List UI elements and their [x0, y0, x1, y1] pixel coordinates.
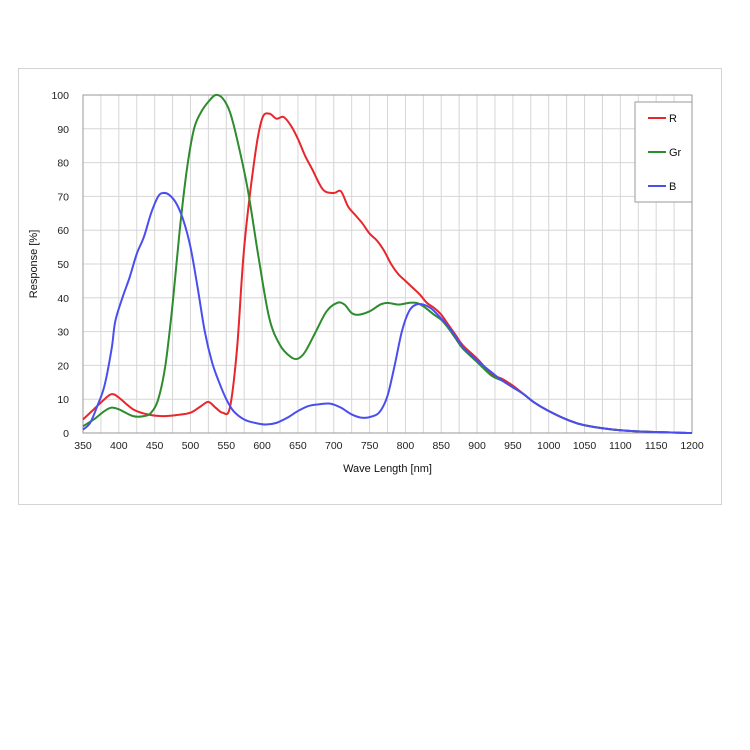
- y-tick-label: 20: [57, 360, 69, 372]
- x-tick-labels: 350 400 450 500 550 600 650 700 750 800 850 900 950 1…: [74, 440, 704, 452]
- x-tick-label: 350: [74, 440, 92, 452]
- x-tick-label: 1100: [609, 440, 632, 452]
- y-tick-label: 0: [63, 428, 69, 440]
- x-tick-label: 800: [397, 440, 415, 452]
- x-tick-label: 950: [504, 440, 522, 452]
- y-tick-label: 100: [51, 90, 69, 102]
- y-tick-label: 30: [57, 327, 69, 339]
- y-axis-label: Response [%]: [28, 230, 40, 298]
- series-lines: [82, 93, 693, 434]
- x-axis-label: Wave Length [nm]: [343, 463, 432, 475]
- x-tick-label: 1000: [537, 440, 561, 452]
- plot-area-border: [82, 94, 693, 434]
- series-line-b: [82, 191, 693, 434]
- x-tick-label: 1050: [573, 440, 597, 452]
- y-tick-label: 80: [57, 158, 69, 170]
- legend-label: B: [669, 181, 676, 193]
- x-tick-label: 700: [325, 440, 343, 452]
- y-tick-labels: 0 10 20 30 40 50 60 70 80 90 100: [51, 90, 69, 440]
- x-tick-label: 600: [253, 440, 271, 452]
- x-tick-label: 900: [468, 440, 486, 452]
- x-tick-label: 1200: [680, 440, 704, 452]
- grid: [83, 95, 692, 433]
- legend: R Gr B: [634, 101, 693, 203]
- y-tick-label: 50: [57, 259, 69, 271]
- x-tick-label: 450: [146, 440, 164, 452]
- chart-frame: 350 400 450 500 550 600 650 700 750 800 850 900 950 1…: [18, 68, 722, 505]
- legend-label: R: [669, 113, 677, 125]
- x-tick-label: 850: [432, 440, 450, 452]
- y-tick-label: 60: [57, 225, 69, 237]
- legend-label: Gr: [669, 147, 682, 159]
- y-tick-label: 40: [57, 293, 69, 305]
- x-tick-label: 400: [110, 440, 128, 452]
- y-tick-label: 10: [57, 394, 69, 406]
- x-tick-label: 650: [289, 440, 307, 452]
- spectral-response-chart: 350 400 450 500 550 600 650 700 750 800 850 900 950 1…: [28, 90, 704, 475]
- x-tick-label: 500: [182, 440, 200, 452]
- y-tick-label: 70: [57, 191, 69, 203]
- x-tick-label: 550: [218, 440, 236, 452]
- y-tick-label: 90: [57, 124, 69, 136]
- x-tick-label: 1150: [645, 440, 668, 452]
- x-tick-label: 750: [361, 440, 379, 452]
